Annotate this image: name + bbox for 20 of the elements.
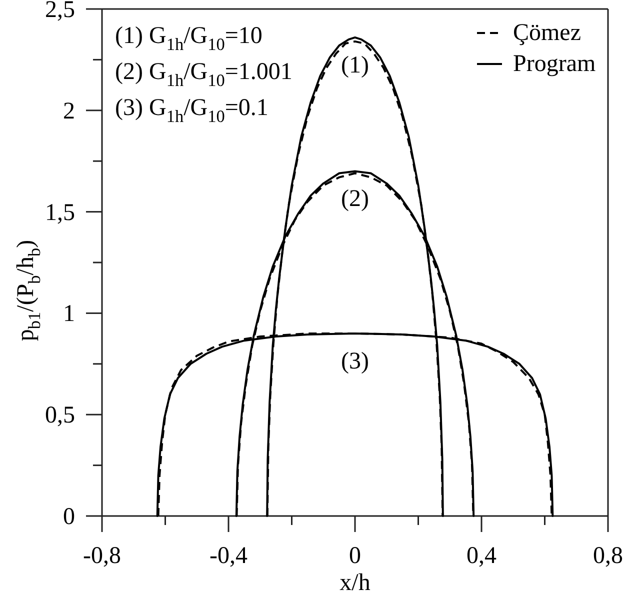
y-tick-label: 2,5 [45,0,75,23]
annotation: (3) G$_{1h}$/G$_{10}$=0.1 [115,95,268,126]
legend-label: Çömez [513,20,581,46]
x-tick-label: 0 [349,543,361,569]
annotation: (2) G$_{1h}$/G$_{10}$=1.001 [115,59,292,90]
y-tick-label: 1,5 [45,200,75,226]
x-tick-label: 0,8 [593,543,623,569]
y-tick-label: 0 [63,504,75,530]
annotation: (2) [341,186,369,212]
legend-label: Program [513,51,596,77]
annotation: (1) [341,52,369,78]
x-tick-label: -0,4 [210,543,248,569]
x-tick-label: -0,8 [83,543,121,569]
x-axis-title: x/h [340,570,370,596]
annotation: (1) G$_{1h}$/G$_{10}$=10 [115,23,262,54]
y-tick-label: 0,5 [45,402,75,429]
y-tick-label: 1 [63,301,75,328]
annotation: (3) [341,348,369,374]
y-tick-label: 2 [63,98,75,124]
x-tick-label: 0,4 [466,543,496,569]
